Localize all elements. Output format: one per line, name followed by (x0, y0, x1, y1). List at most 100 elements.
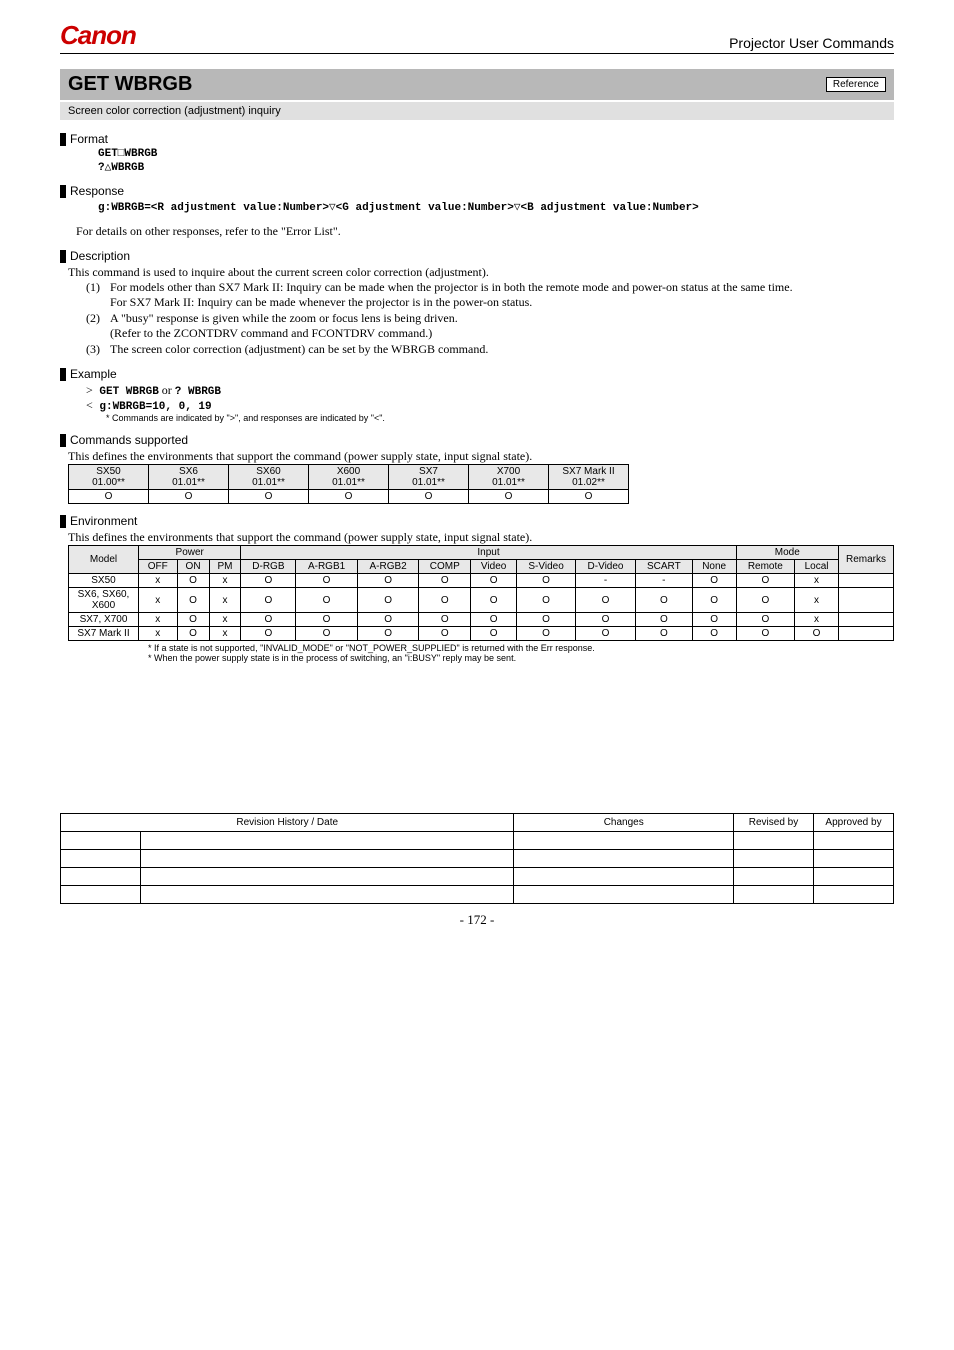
env-h: Remote (736, 560, 795, 574)
response-title: Response (70, 184, 124, 198)
env-cell (839, 627, 894, 641)
env-cell: O (576, 627, 636, 641)
env-cell: O (357, 627, 419, 641)
env-cell: O (241, 574, 296, 588)
env-cell: O (296, 627, 358, 641)
env-cell: O (736, 574, 795, 588)
env-intro: This defines the environments that suppo… (68, 530, 894, 545)
env-cell: O (692, 613, 736, 627)
env-cell: O (419, 588, 471, 613)
env-cell: - (576, 574, 636, 588)
section-marker (60, 368, 66, 381)
env-cell: - (635, 574, 692, 588)
env-cell: O (576, 588, 636, 613)
env-cell: O (795, 627, 839, 641)
env-cell: O (177, 627, 209, 641)
description-title: Description (70, 249, 130, 263)
sup-h: SX701.01** (389, 465, 469, 490)
env-h: D-Video (576, 560, 636, 574)
env-cell: O (296, 613, 358, 627)
env-cell: x (209, 627, 241, 641)
desc-text2: (Refer to the ZCONTDRV command and FCONT… (110, 326, 894, 341)
env-cell: O (471, 627, 517, 641)
env-h-input: Input (241, 546, 736, 560)
supported-intro: This defines the environments that suppo… (68, 449, 894, 464)
env-h: COMP (419, 560, 471, 574)
env-cell (839, 613, 894, 627)
env-h: None (692, 560, 736, 574)
desc-num: (1) (86, 280, 110, 310)
env-cell: O (635, 588, 692, 613)
env-cell: O (736, 627, 795, 641)
desc-text2: For SX7 Mark II: Inquiry can be made whe… (110, 295, 894, 310)
desc-item: (3) The screen color correction (adjustm… (86, 342, 894, 357)
sup-c: O (389, 490, 469, 504)
env-cell: O (296, 588, 358, 613)
env-cell: O (471, 613, 517, 627)
env-h: A-RGB2 (357, 560, 419, 574)
logo: Canon (60, 20, 136, 51)
rev-h-appby: Approved by (814, 814, 894, 832)
env-h: Video (471, 560, 517, 574)
response-line: g:WBRGB=<R adjustment value:Number>▽<G a… (68, 200, 894, 214)
env-h: Local (795, 560, 839, 574)
desc-num: (2) (86, 311, 110, 341)
env-cell: O (357, 588, 419, 613)
support-table: SX5001.00** SX601.01** SX6001.01** X6000… (68, 464, 629, 504)
format-line1: GET□WBRGB (68, 148, 894, 160)
section-marker (60, 185, 66, 198)
rev-h-hist: Revision History / Date (61, 814, 514, 832)
sup-c: O (149, 490, 229, 504)
description-intro: This command is used to inquire about th… (68, 265, 894, 280)
env-title: Environment (70, 514, 137, 528)
section-marker (60, 250, 66, 263)
env-cell: O (241, 613, 296, 627)
env-cell (839, 588, 894, 613)
supported-title: Commands supported (70, 433, 188, 447)
env-cell: O (471, 588, 517, 613)
env-h-power: Power (139, 546, 241, 560)
env-cell: O (177, 588, 209, 613)
env-table: Model Power Input Mode Remarks OFF ON PM… (68, 545, 894, 641)
example-title: Example (70, 367, 117, 381)
env-h-model: Model (69, 546, 139, 574)
env-h: D-RGB (241, 560, 296, 574)
env-cell: O (471, 574, 517, 588)
env-h-mode: Mode (736, 546, 838, 560)
env-cell: x (795, 588, 839, 613)
env-cell: O (576, 613, 636, 627)
desc-text: A "busy" response is given while the zoo… (110, 311, 894, 326)
sup-h: SX7 Mark II01.02** (549, 465, 629, 490)
env-cell: O (177, 574, 209, 588)
env-model: SX7 Mark II (69, 627, 139, 641)
env-foot2: * When the power supply state is in the … (148, 653, 894, 663)
env-cell: O (241, 627, 296, 641)
format-line2: ?△WBRGB (68, 160, 894, 174)
env-h: PM (209, 560, 241, 574)
env-cell: O (241, 588, 296, 613)
rev-h-revby: Revised by (734, 814, 814, 832)
env-cell: O (177, 613, 209, 627)
env-h: ON (177, 560, 209, 574)
env-cell: O (357, 574, 419, 588)
env-cell: x (209, 613, 241, 627)
example-cmd2: ? WBRGB (175, 386, 221, 398)
sup-c: O (549, 490, 629, 504)
desc-item: (1) For models other than SX7 Mark II: I… (86, 280, 894, 310)
sup-h: X70001.01** (469, 465, 549, 490)
env-cell: x (795, 613, 839, 627)
format-title: Format (70, 132, 108, 146)
section-marker (60, 133, 66, 146)
response-note: For details on other responses, refer to… (68, 224, 894, 239)
rev-h-changes: Changes (514, 814, 734, 832)
env-h: S-Video (517, 560, 576, 574)
env-cell: O (419, 613, 471, 627)
env-cell: O (692, 588, 736, 613)
env-h-remarks: Remarks (839, 546, 894, 574)
env-cell (839, 574, 894, 588)
sup-c: O (469, 490, 549, 504)
example-resp: g:WBRGB=10, 0, 19 (93, 401, 212, 413)
env-foot1: * If a state is not supported, "INVALID_… (148, 643, 894, 653)
env-cell: O (692, 627, 736, 641)
section-marker (60, 515, 66, 528)
